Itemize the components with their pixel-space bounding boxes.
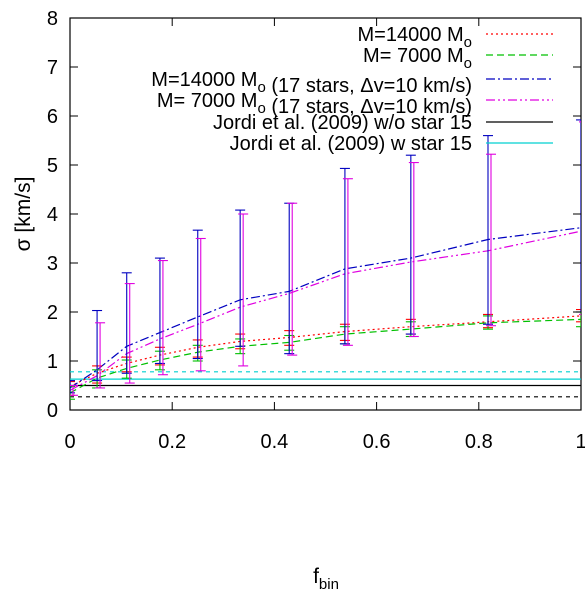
y-tick-label: 5 — [47, 155, 58, 177]
legend-label: Jordi et al. (2009) w/o star 15 — [213, 112, 472, 134]
y-tick-label: 3 — [47, 253, 58, 275]
errorbar-group — [70, 119, 581, 400]
legend-label: M=14000 Mo (17 stars, Δv=10 km/s) — [151, 69, 472, 97]
x-axis-title-main: f — [313, 565, 319, 588]
y-tick-label: 2 — [47, 302, 58, 324]
axis-ticks: 0 0.2 0.4 0.6 0.8 1 0 1 2 3 4 5 6 7 8 — [47, 8, 585, 453]
legend: M=14000 MoM= 7000 MoM=14000 Mo (17 stars… — [151, 24, 553, 155]
x-tick-label: 0.6 — [363, 431, 391, 453]
x-tick-label: 0.4 — [260, 431, 288, 453]
y-tick-label: 7 — [47, 57, 58, 79]
x-tick-label: 1 — [575, 431, 585, 453]
legend-label: M= 7000 Mo — [363, 45, 472, 72]
y-tick-label: 4 — [47, 204, 58, 226]
y-tick-label: 0 — [47, 400, 58, 422]
legend-label: Jordi et al. (2009) w star 15 — [230, 133, 472, 155]
reference-lines — [70, 371, 581, 398]
x-tick-label: 0 — [64, 431, 75, 453]
y-tick-label: 6 — [47, 106, 58, 128]
series-line — [70, 318, 581, 394]
y-axis-title: σ [km/s] — [12, 177, 35, 252]
x-axis-title: fbin — [313, 565, 339, 593]
x-tick-label: 0.2 — [158, 431, 186, 453]
y-tick-label: 8 — [47, 8, 58, 30]
series-line — [70, 230, 581, 391]
series-group — [70, 227, 581, 394]
x-axis-title-sub: bin — [319, 576, 339, 593]
legend-label: M=14000 Mo — [357, 24, 472, 51]
series-line — [70, 315, 581, 388]
legend-label: M= 7000 Mo (17 stars, Δv=10 km/s) — [157, 90, 472, 118]
x-tick-label: 0.8 — [465, 431, 493, 453]
y-tick-label: 1 — [47, 351, 58, 373]
